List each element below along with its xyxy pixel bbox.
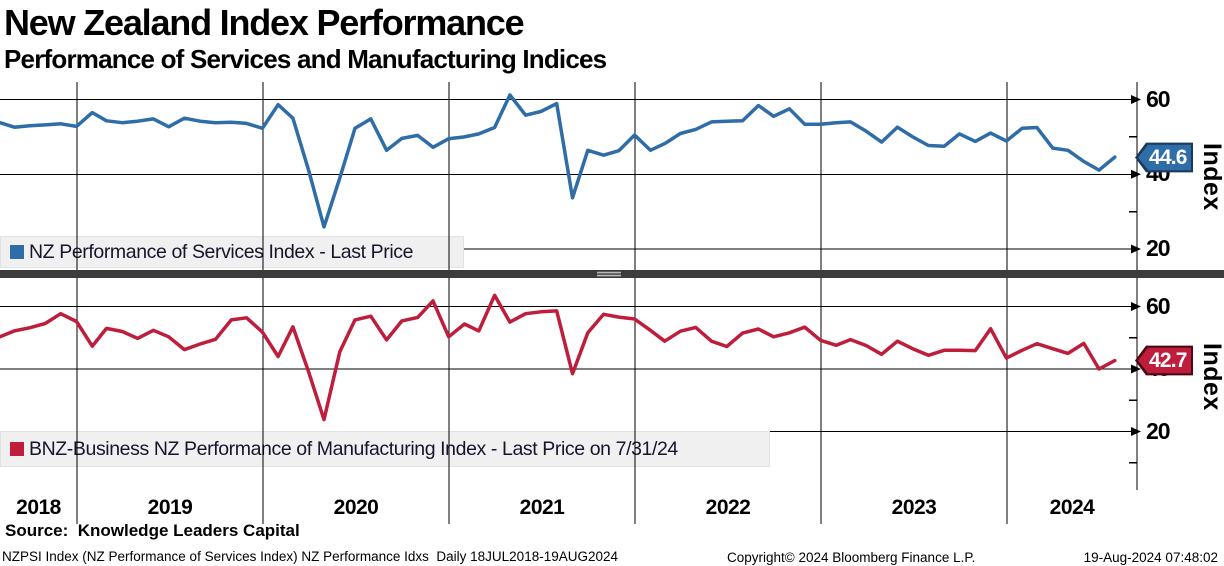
series-line-manufacturing — [0, 293, 1117, 422]
legend-swatch-services-icon — [10, 245, 24, 259]
tick-arrow-icon — [1131, 95, 1141, 104]
legend-label-manufacturing: BNZ-Business NZ Performance of Manufactu… — [29, 437, 678, 460]
copyright-note: Copyright© 2024 Bloomberg Finance L.P. — [727, 550, 976, 565]
pane-separator — [0, 270, 1224, 278]
last-price-tag-manufacturing: 42.7 — [1135, 345, 1193, 376]
last-price-value-manufacturing: 42.7 — [1149, 349, 1187, 372]
last-price-tag-services: 44.6 — [1135, 142, 1193, 173]
page-title: New Zealand Index Performance — [4, 2, 525, 43]
timestamp: 19-Aug-2024 07:48:02 — [1083, 550, 1218, 565]
tick-arrow-icon — [1131, 427, 1141, 436]
tag-fill — [1138, 347, 1191, 374]
tick-arrow-icon — [1131, 302, 1141, 311]
pane-splitter-grip[interactable] — [597, 271, 621, 277]
series-line-services — [0, 93, 1117, 229]
legend-label-services: NZ Performance of Services Index - Last … — [29, 240, 414, 263]
legend-swatch-manufacturing-icon — [10, 442, 24, 456]
tick-arrow-icon — [1131, 244, 1141, 254]
ticker-meta-note: NZPSI Index (NZ Performance of Services … — [2, 549, 619, 564]
source-note: Source: Knowledge Leaders Capital — [5, 521, 300, 540]
tag-fill — [1138, 144, 1191, 171]
last-price-value-services: 44.6 — [1149, 146, 1187, 169]
page-subtitle: Performance of Services and Manufacturin… — [4, 44, 607, 74]
tick-arrow-icon — [1131, 364, 1141, 374]
tick-arrow-icon — [1131, 169, 1141, 179]
legend-manufacturing[interactable]: BNZ-Business NZ Performance of Manufactu… — [0, 431, 770, 467]
